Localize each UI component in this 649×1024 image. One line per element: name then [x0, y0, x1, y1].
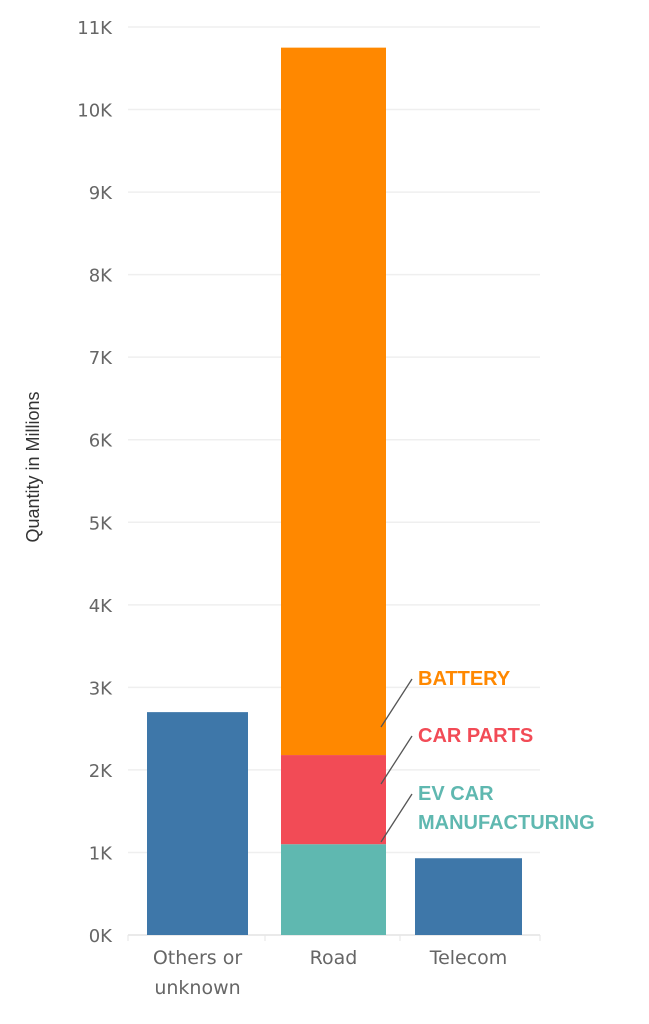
- y-tick-label: 4K: [89, 596, 113, 617]
- y-tick-label: 11K: [77, 18, 113, 39]
- annotation-label: EV CAR: [418, 783, 494, 805]
- y-tick-label: 10K: [77, 101, 113, 122]
- bar-segment-total: [147, 712, 248, 935]
- bar-segment-car-parts: [281, 755, 386, 845]
- annotation-leader-line: [380, 735, 413, 785]
- x-category-label: Road: [310, 947, 358, 969]
- bars: [147, 47, 522, 935]
- y-tick-label: 5K: [89, 513, 113, 534]
- x-category-label: Others or: [153, 947, 243, 969]
- y-tick-label: 1K: [89, 843, 113, 864]
- y-tick-label: 0K: [89, 926, 113, 947]
- y-tick-label: 6K: [89, 431, 113, 452]
- y-tick-label: 7K: [89, 348, 113, 369]
- x-category-label: Telecom: [429, 947, 508, 969]
- annotation-leader-line: [380, 793, 413, 843]
- bar-segment-total: [415, 858, 522, 935]
- annotation-leader-line: [380, 678, 413, 728]
- annotation-label: BATTERY: [418, 668, 511, 690]
- annotation-label: CAR PARTS: [418, 725, 533, 747]
- annotations: BATTERY CAR PARTS EV CAR MANUFACTURING: [380, 668, 595, 843]
- bar-segment-ev-car-manufacturing: [281, 844, 386, 935]
- y-tick-label: 3K: [89, 678, 113, 699]
- y-tick-label: 8K: [89, 266, 113, 287]
- x-axis-labels: Others or unknown Road Telecom: [153, 947, 507, 999]
- y-tick-label: 9K: [89, 183, 113, 204]
- y-axis-ticks: 0K 1K 2K 3K 4K 5K 6K 7K 8K 9K 10K 11K: [77, 18, 113, 947]
- y-tick-label: 2K: [89, 761, 113, 782]
- x-category-label: unknown: [154, 977, 240, 999]
- bar-segment-battery: [281, 47, 386, 756]
- y-axis-title: Quantity in Millions: [23, 391, 43, 542]
- annotation-label: MANUFACTURING: [418, 812, 595, 834]
